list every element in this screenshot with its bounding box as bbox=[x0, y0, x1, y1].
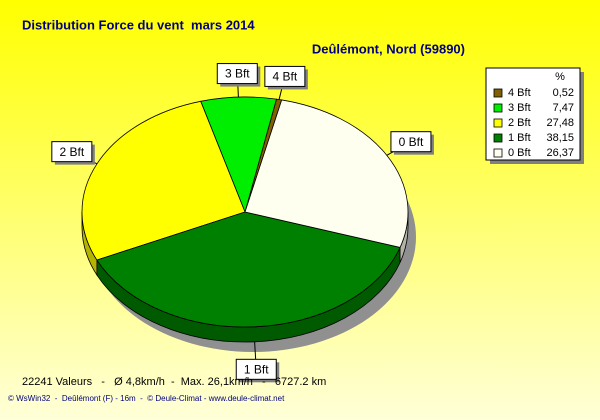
slice-label: 0 Bft bbox=[399, 135, 424, 149]
legend-value: 26,37 bbox=[546, 147, 574, 159]
legend-swatch bbox=[493, 103, 503, 113]
legend-header: % bbox=[555, 71, 565, 83]
slice-label: 3 Bft bbox=[225, 67, 250, 81]
chart-subtitle: Deûlémont, Nord (59890) bbox=[312, 41, 465, 56]
footer-credits: © WsWin32 - Deûlémont (F) - 16m - © Deul… bbox=[8, 394, 285, 403]
label-box bbox=[235, 358, 277, 380]
legend-label: 2 Bft bbox=[508, 117, 531, 129]
slice-label: 2 Bft bbox=[59, 145, 84, 159]
legend: 4 Bft 0,52 3 Bft 7,47 2 Bft 27,48 1 Bft 38,15 0 … bbox=[493, 87, 574, 159]
legend-label: 3 Bft bbox=[508, 102, 531, 114]
legend-value: 7,47 bbox=[553, 102, 574, 114]
label-box bbox=[51, 141, 93, 163]
chart-title: Distribution Force du vent mars 2014 bbox=[22, 17, 255, 32]
legend-box bbox=[485, 67, 581, 161]
legend-label: 0 Bft bbox=[508, 147, 531, 159]
slice-label: 1 Bft bbox=[244, 362, 269, 376]
label-box bbox=[216, 63, 258, 85]
legend-swatch bbox=[493, 118, 503, 128]
pie: 4 Bft 3 Bft 2 Bft 1 Bft 0 Bft bbox=[51, 63, 434, 383]
label-box bbox=[264, 65, 306, 87]
legend-label: 1 Bft bbox=[508, 132, 531, 144]
legend-value: 0,52 bbox=[553, 87, 574, 99]
pie-slice bbox=[81, 100, 246, 261]
label-box bbox=[390, 131, 432, 153]
legend-swatch bbox=[493, 148, 503, 158]
legend-value: 27,48 bbox=[546, 117, 574, 129]
legend-swatch bbox=[493, 133, 503, 143]
legend-value: 38,15 bbox=[546, 132, 574, 144]
legend-label: 4 Bft bbox=[508, 87, 531, 99]
legend-swatch bbox=[493, 88, 503, 98]
pie-slice bbox=[96, 211, 401, 328]
footer-stats: 22241 Valeurs - Ø 4,8km/h - Max. 26,1km/… bbox=[22, 376, 326, 388]
slice-label: 4 Bft bbox=[273, 70, 298, 84]
